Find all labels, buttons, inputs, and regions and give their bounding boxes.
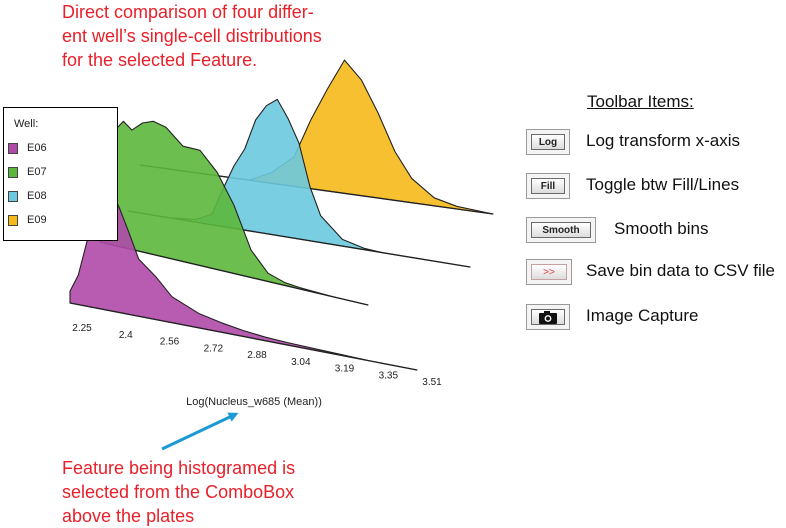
baseline-e06 (69, 302, 418, 371)
legend: Well: E06 E07 E08 E09 (3, 107, 118, 241)
legend-label: E09 (27, 214, 47, 226)
log-button[interactable]: Log (526, 129, 570, 155)
fill-button[interactable]: Fill (526, 173, 570, 199)
x-axis-label: Log(Nucleus_w685 (Mean)) (186, 396, 322, 408)
annotation-bottom-line: Feature being histogramed is (62, 458, 296, 478)
smooth-description: Smooth bins (614, 219, 709, 238)
legend-label: E06 (27, 142, 47, 154)
x-tick-label: 2.25 (72, 323, 92, 334)
smooth-button-icon: Smooth (531, 222, 591, 238)
image-capture-description: Image Capture (586, 306, 699, 325)
annotation-bottom: Feature being histogramed is selected fr… (62, 456, 295, 528)
baseline-e07 (99, 241, 369, 306)
export-csv-description: Save bin data to CSV file (586, 261, 776, 280)
annotation-bottom-line: above the plates (62, 506, 195, 526)
x-tick-label: 3.35 (379, 370, 399, 381)
annotation-top-line: for the selected Feature. (62, 50, 258, 70)
area-e07 (99, 120, 369, 306)
legend-swatch (8, 191, 18, 202)
camera-icon (531, 309, 565, 325)
camera-glyph (539, 311, 557, 324)
toolbar-heading: Toolbar Items: (587, 92, 694, 111)
fill-button-icon: Fill (531, 178, 565, 194)
legend-swatch (8, 215, 18, 226)
pointer-arrow (161, 412, 239, 451)
annotation-bottom-line: selected from the ComboBox (62, 482, 295, 502)
annotation-top-line: Direct comparison of four differ- (62, 2, 314, 22)
x-tick-label: 3.04 (291, 357, 311, 368)
x-tick-label: 2.4 (119, 330, 133, 341)
legend-label: E08 (27, 190, 47, 202)
annotation-top: Direct comparison of four differ- ent we… (62, 0, 322, 72)
log-button-icon: Log (531, 134, 565, 150)
export-csv-button[interactable]: >> (526, 259, 572, 285)
x-tick-label: 2.56 (160, 337, 180, 348)
x-tick-label: 2.72 (204, 343, 224, 354)
legend-title: Well: (14, 118, 39, 130)
smooth-button[interactable]: Smooth (526, 217, 596, 243)
legend-swatch (8, 143, 18, 154)
log-description: Log transform x-axis (586, 131, 740, 150)
series-e07 (99, 120, 369, 306)
legend-label: E07 (27, 166, 47, 178)
annotation-top-line: ent well’s single-cell distributions (62, 26, 322, 46)
legend-swatch (8, 167, 18, 178)
x-tick-label: 2.88 (247, 350, 267, 361)
x-tick-label: 3.51 (422, 377, 442, 388)
image-capture-button[interactable] (526, 304, 570, 330)
fill-description: Toggle btw Fill/Lines (586, 175, 740, 194)
x-tick-label: 3.19 (335, 364, 355, 375)
export-csv-icon: >> (531, 264, 567, 280)
